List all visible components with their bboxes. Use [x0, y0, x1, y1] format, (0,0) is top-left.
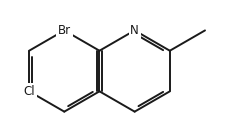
Text: Br: Br [57, 24, 71, 37]
Text: N: N [130, 24, 138, 37]
Text: Cl: Cl [23, 85, 35, 98]
